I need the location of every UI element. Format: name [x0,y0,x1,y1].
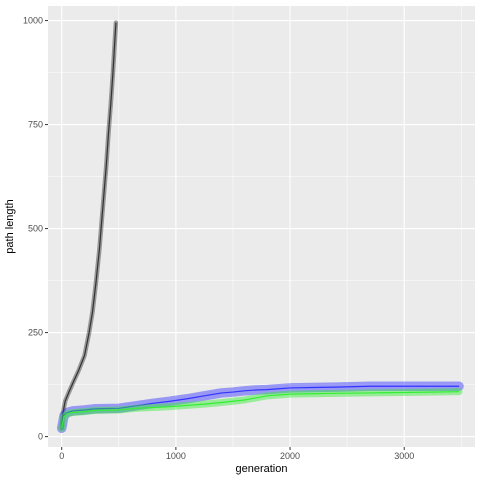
major-gridlines [48,6,475,447]
axis-ticks [45,20,405,450]
series-line-1 [61,385,460,429]
series-layer [56,20,464,434]
x-tick-label: 3000 [394,451,414,461]
series-line-0 [61,22,117,429]
x-tick-label: 1000 [166,451,186,461]
y-tick-label: 500 [28,224,43,234]
series-line-2 [61,391,460,429]
y-tick-label: 1000 [23,16,43,26]
y-tick-label: 250 [28,328,43,338]
y-axis-title: path length [4,199,16,253]
x-tick-label: 0 [59,451,64,461]
x-axis-title: generation [236,463,288,475]
y-tick-label: 0 [38,432,43,442]
x-tick-label: 2000 [280,451,300,461]
y-tick-label: 750 [28,120,43,130]
axis-tick-labels: 0 1000 2000 3000 0 250 500 750 1000 [23,16,414,461]
